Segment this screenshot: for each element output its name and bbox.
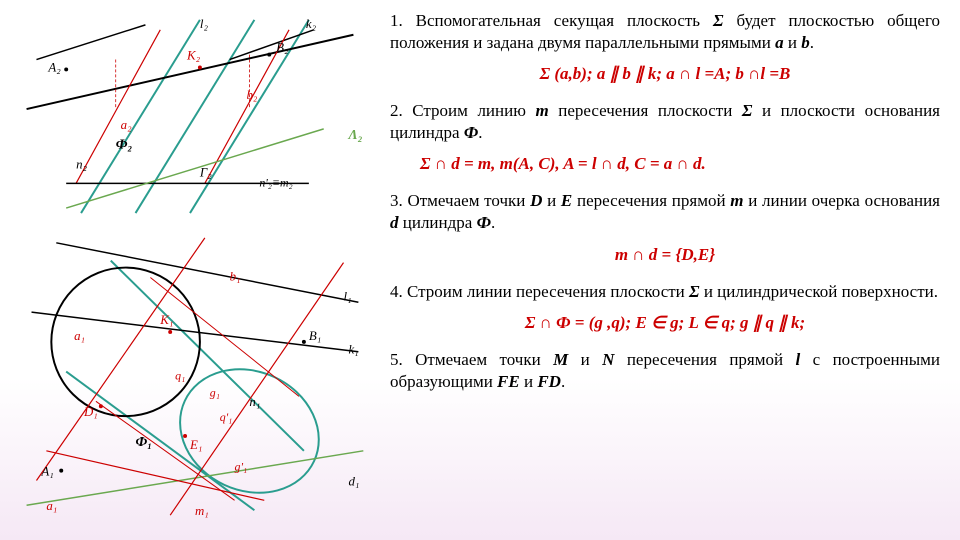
paragraph-5: 5. Отмечаем точки M и N пересечения прям… [390,349,940,393]
paragraph-4: 4. Строим линии пересечения плоскости Σ … [390,281,940,303]
p1-and: и [784,33,802,52]
svg-text:g'₁: g'₁ [235,460,248,474]
svg-text:Ф₁: Ф₁ [136,434,153,449]
svg-text:g₁: g₁ [210,385,220,399]
p1-prefix: 1. Вспомогательная секущая плоскость [390,11,713,30]
p1-a: a [775,33,784,52]
svg-text:a₂: a₂ [121,118,132,132]
p3-E: E [561,191,572,210]
svg-text:Γ₂: Γ₂ [199,165,212,179]
p3-phi: Ф [477,213,491,232]
p3-mid1: пересечения прямой [572,191,730,210]
p5-and2: и [520,372,538,391]
p3-m: m [730,191,743,210]
formula-4: Σ ∩ Ф = (g ,q); E ∈ g; L ∈ q; g ∥ q ∥ k; [390,313,940,333]
diagram-bottom: A₁ B₁ K₁ l₁ k₁ b₁ a₁ Ф₁ D₁ E₁ n₁ m₁ d₁ g… [5,223,375,530]
paragraph-3: 3. Отмечаем точки D и E пересечения прям… [390,190,940,234]
svg-text:K₁: K₁ [159,313,173,327]
svg-text:n₁: n₁ [249,395,260,409]
text-column: 1. Вспомогательная секущая плоскость Σ б… [380,0,960,540]
svg-text:E₁: E₁ [189,438,202,452]
p1-sigma: Σ [713,11,724,30]
svg-text:n₂: n₂ [76,157,87,171]
p1-b: b [801,33,810,52]
svg-text:D₁: D₁ [83,405,98,419]
p3-prefix: 3. Отмечаем точки [390,191,530,210]
p4-mid1: и цилиндрической поверхности. [700,282,938,301]
p2-prefix: 2. Строим линию [390,101,535,120]
svg-text:l₁: l₁ [344,289,352,303]
diagram-top: A₂ B₂ K₂ l₂ k₂ b₂ a₂ n₂ Λ₂ Ф₂ n'₂≡m₂ Γ₂ [5,10,375,223]
svg-text:b₁: b₁ [230,269,241,283]
svg-text:m₁: m₁ [195,504,209,518]
svg-text:K₂: K₂ [186,49,201,63]
p2-end: . [478,123,482,142]
p2-sigma: Σ [742,101,753,120]
formula-3: m ∩ d = {D,E} [390,245,940,265]
p3-mid3: цилиндра [399,213,477,232]
formula-1: Σ (a,b); a ∥ b ∥ k; a ∩ l =A; b ∩l =B [390,64,940,84]
p4-prefix: 4. Строим линии пересечения плоскости [390,282,689,301]
paragraph-1: 1. Вспомогательная секущая плоскость Σ б… [390,10,940,54]
svg-text:k₁: k₁ [348,343,358,357]
svg-text:b₂: b₂ [246,88,257,102]
svg-text:B₂: B₂ [276,41,289,55]
p3-mid2: и линии очерка основания [744,191,940,210]
diagrams-column: A₂ B₂ K₂ l₂ k₂ b₂ a₂ n₂ Λ₂ Ф₂ n'₂≡m₂ Γ₂ [0,0,380,540]
p3-D: D [530,191,542,210]
svg-text:Ф₂: Ф₂ [116,137,133,152]
p3-d: d [390,213,399,232]
p5-N: N [602,350,614,369]
svg-text:q'₁: q'₁ [220,410,233,424]
p5-mid1: пересечения прямой [614,350,795,369]
svg-text:k₂: k₂ [306,17,317,31]
p3-and1: и [542,191,561,210]
p2-phi: Ф [464,123,478,142]
p5-prefix: 5. Отмечаем точки [390,350,553,369]
svg-text:l₂: l₂ [200,17,209,31]
p4-sigma: Σ [689,282,700,301]
svg-text:n'₂≡m₂: n'₂≡m₂ [259,175,292,189]
svg-text:a₁: a₁ [74,329,85,343]
svg-text:a₁: a₁ [46,499,57,513]
svg-text:d₁: d₁ [348,474,359,488]
p5-M: M [553,350,568,369]
formula-2: Σ ∩ d = m, m(A, C), A = l ∩ d, C = a ∩ d… [390,154,940,174]
p5-end: . [561,372,565,391]
p1-end: . [810,33,814,52]
svg-text:A₁: A₁ [40,465,53,479]
svg-text:q₁: q₁ [175,368,185,382]
paragraph-2: 2. Строим линию m пересечения плоскости … [390,100,940,144]
p5-FE: FE [497,372,520,391]
p5-FD: FD [537,372,561,391]
p5-and1: и [568,350,602,369]
svg-text:Λ₂: Λ₂ [347,127,362,142]
svg-text:B₁: B₁ [309,329,321,343]
svg-text:A₂: A₂ [47,60,61,74]
p2-m: m [535,101,548,120]
p3-end: . [491,213,495,232]
p2-mid1: пересечения плоскости [549,101,742,120]
